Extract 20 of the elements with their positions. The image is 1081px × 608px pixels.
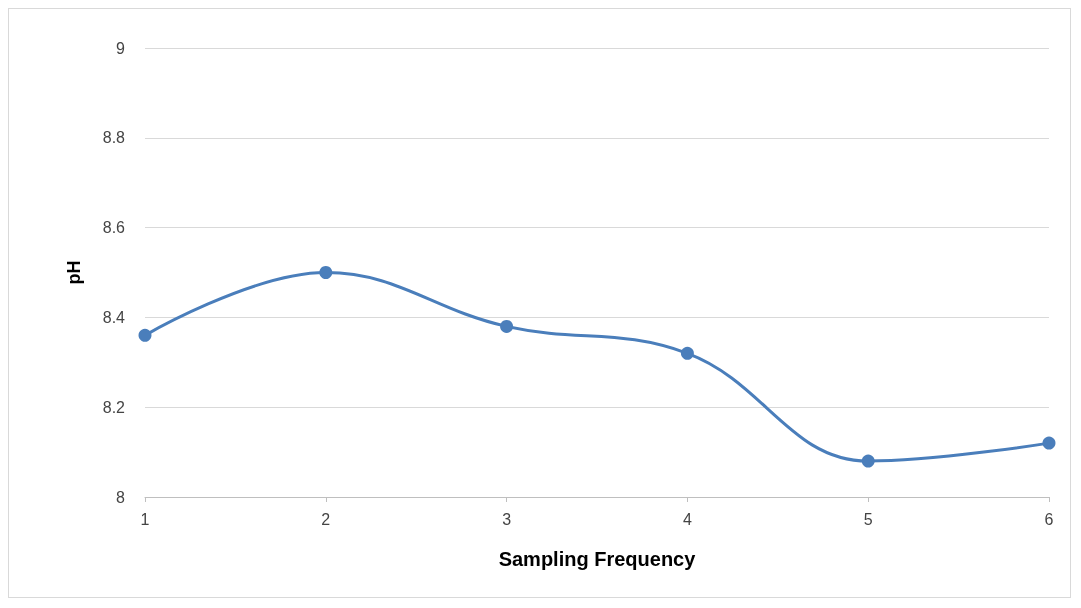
x-tick-label: 3 xyxy=(502,510,512,528)
x-tick-label: 4 xyxy=(682,510,692,528)
x-axis-title: Sampling Frequency xyxy=(498,548,697,570)
point xyxy=(680,346,694,360)
y-tick-label: 8 xyxy=(116,488,126,506)
x-tick-label: 2 xyxy=(321,510,331,528)
y-tick-label: 9 xyxy=(116,39,126,57)
point xyxy=(500,319,514,333)
y-tick-label: 8.4 xyxy=(102,308,126,326)
x-tick-label: 5 xyxy=(863,510,873,528)
point xyxy=(1042,436,1056,450)
x-tick-label: 1 xyxy=(140,510,150,528)
point xyxy=(138,328,152,342)
x-tick-label: 6 xyxy=(1044,510,1054,528)
y-tick-label: 8.8 xyxy=(102,129,126,147)
point xyxy=(861,454,875,468)
y-axis-title: pH xyxy=(64,260,84,285)
point xyxy=(319,266,333,279)
y-tick-label: 8.2 xyxy=(102,398,126,416)
y-tick-label: 8.6 xyxy=(102,219,126,237)
